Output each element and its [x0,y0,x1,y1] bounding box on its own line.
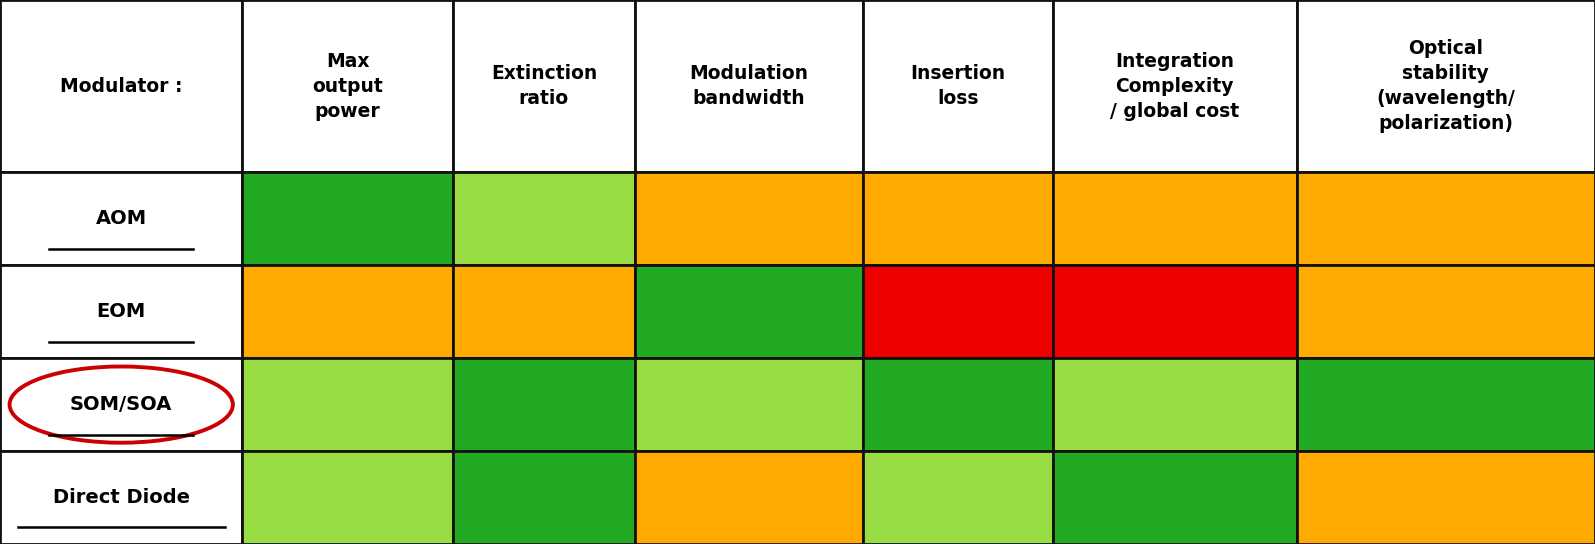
Text: Extinction
ratio: Extinction ratio [491,64,597,108]
Bar [1053,0,1297,172]
Bar [863,172,1053,265]
Bar [635,0,863,172]
Bar [1297,358,1595,451]
Bar [453,451,635,544]
Bar [1297,172,1595,265]
Bar [635,172,863,265]
Bar [453,358,635,451]
Text: EOM: EOM [97,302,145,321]
Bar [1297,0,1595,172]
Bar [0,172,242,265]
Bar [1053,172,1297,265]
Bar [635,265,863,358]
Bar [635,451,863,544]
Bar [242,265,453,358]
Bar [863,0,1053,172]
Text: Modulator :: Modulator : [61,77,182,96]
Bar [1053,451,1297,544]
Bar [1297,451,1595,544]
Text: Direct Diode: Direct Diode [53,488,190,507]
Bar [453,265,635,358]
Bar [0,358,242,451]
Bar [863,451,1053,544]
Bar [635,358,863,451]
Bar [0,0,242,172]
Text: Integration
Complexity
/ global cost: Integration Complexity / global cost [1110,52,1239,121]
Text: Modulation
bandwidth: Modulation bandwidth [689,64,809,108]
Text: SOM/SOA: SOM/SOA [70,395,172,414]
Bar [0,451,242,544]
Bar [242,0,453,172]
Bar [1297,265,1595,358]
Bar [863,358,1053,451]
Text: Optical
stability
(wavelength/
polarization): Optical stability (wavelength/ polarizat… [1376,39,1515,133]
Text: AOM: AOM [96,209,147,228]
Bar [453,172,635,265]
Bar [453,0,635,172]
Bar [242,172,453,265]
Bar [1053,265,1297,358]
Text: Max
output
power: Max output power [313,52,383,121]
Text: Insertion
loss: Insertion loss [911,64,1005,108]
Bar [242,451,453,544]
Bar [1053,358,1297,451]
Bar [242,358,453,451]
Bar [863,265,1053,358]
Bar [0,265,242,358]
